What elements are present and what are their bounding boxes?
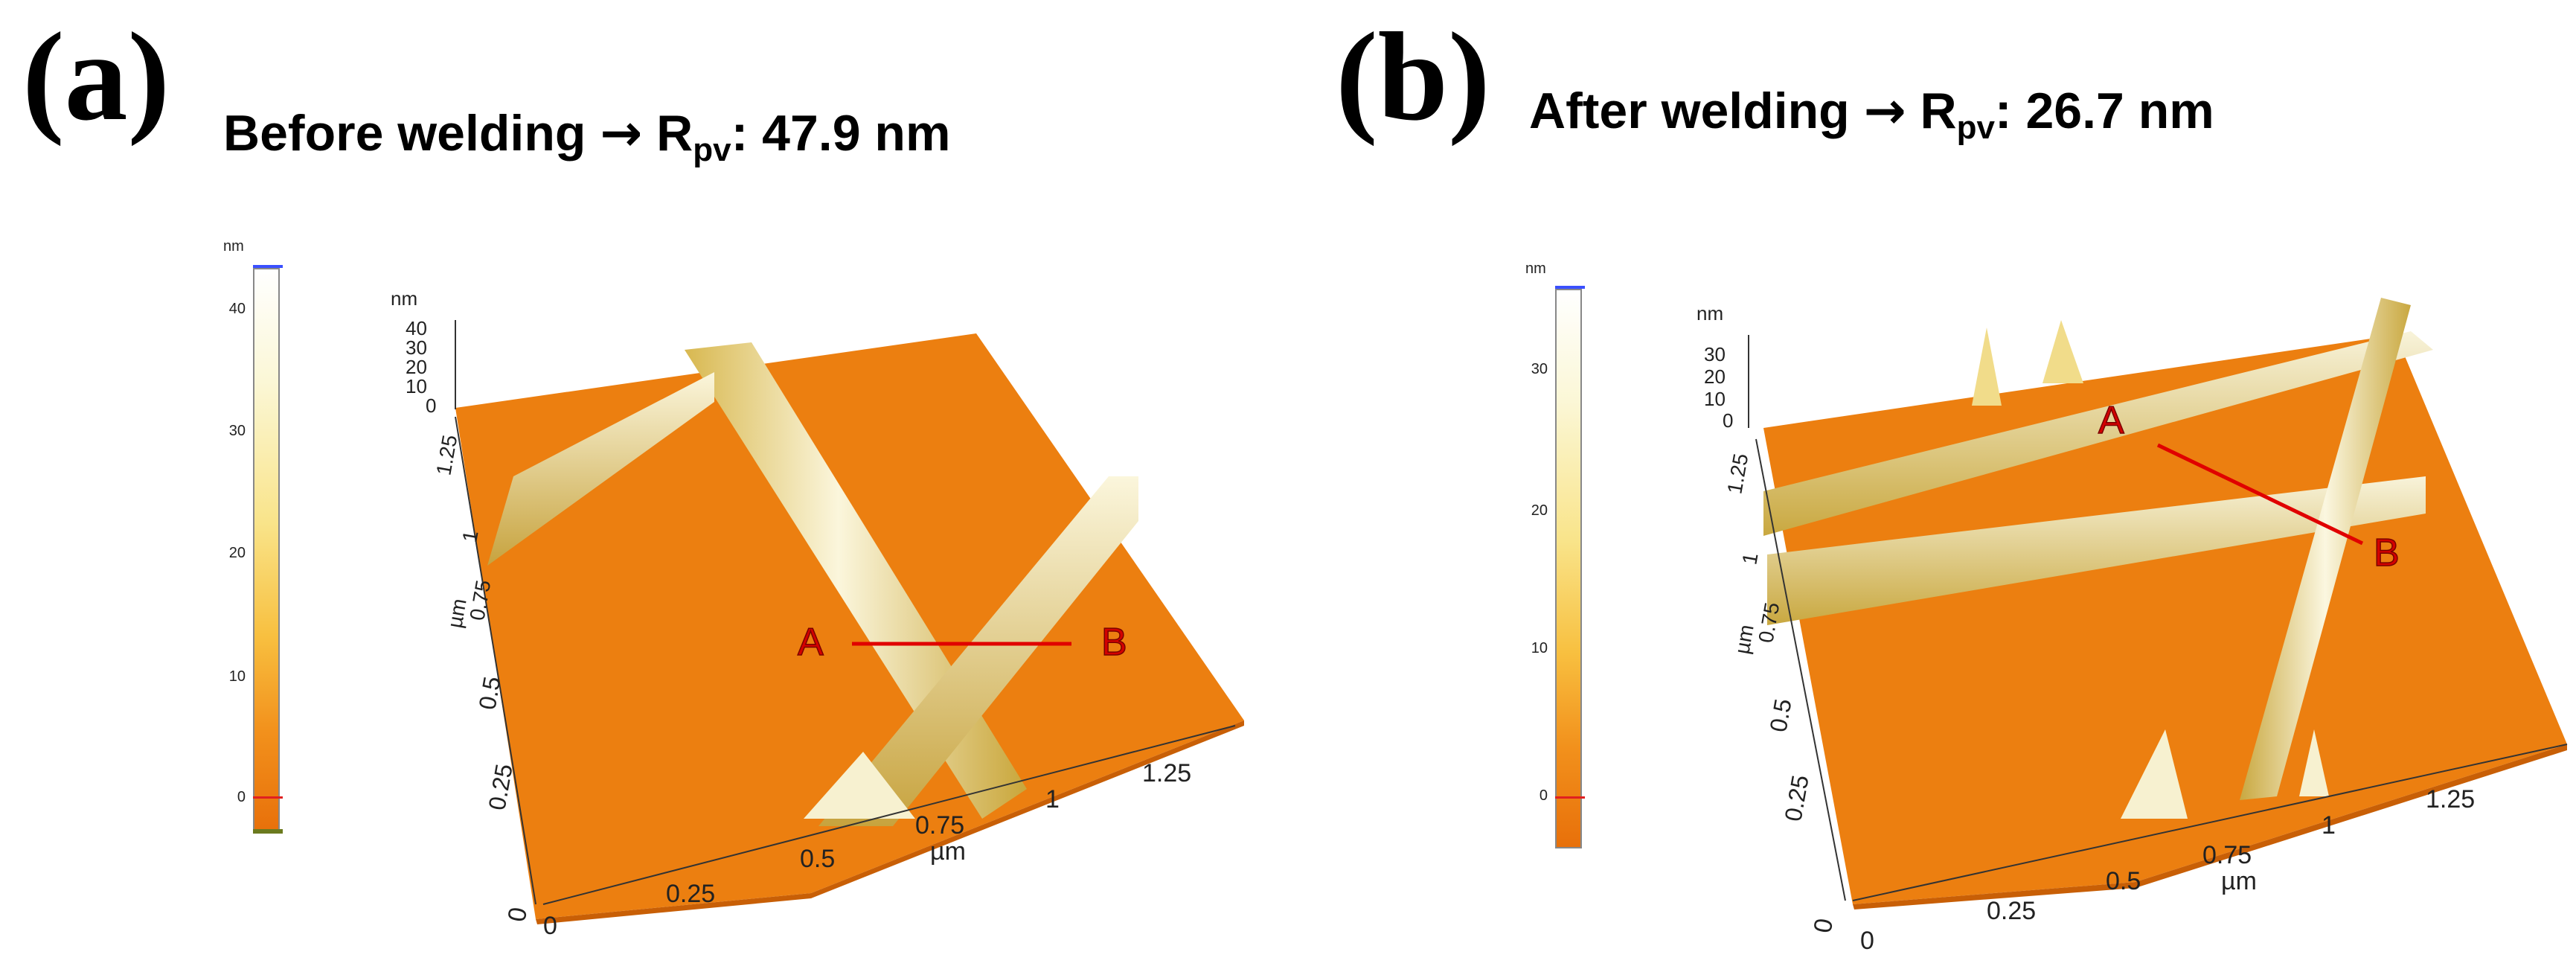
particle-peak: [2121, 729, 2188, 819]
z-axis-unit: nm: [391, 287, 417, 310]
particle-peak: [1972, 327, 2002, 406]
wire-peak: [804, 752, 915, 819]
afm-3d-plot-b: A B nm 30 20 10 0 1.25 1 µm 0.75 0.5 0.2…: [1696, 298, 2568, 955]
z-axis-tick: 0: [1723, 409, 1733, 432]
panel-b-label: (b): [1336, 7, 1490, 147]
particle-peak: [2042, 320, 2083, 383]
nanowire-3: [818, 476, 1138, 826]
colorbar-gradient: [1555, 289, 1582, 848]
colorbar-unit: nm: [1525, 260, 1546, 277]
title-value: : 26.7 nm: [1994, 83, 2214, 139]
x-axis-tick: 0.75: [915, 811, 964, 840]
title-subscript: pv: [1956, 109, 1995, 146]
colorbar-tick: 20: [1531, 502, 1548, 519]
afm-3d-plot-a: A B nm 40 30 20 10 0 1.25 1 µm 0.75 0.5 …: [391, 287, 1244, 940]
x-axis-tick: 0.5: [800, 845, 835, 873]
colorbar-tick: 10: [228, 668, 246, 685]
marker-b: B: [2374, 531, 2400, 575]
arrow-icon: →: [1863, 82, 1906, 141]
z-axis-tick: 30: [406, 336, 427, 359]
z-axis-tick: 0: [426, 394, 436, 417]
title-r: R: [1906, 83, 1957, 139]
nanowire-2: [487, 372, 714, 566]
z-axis-tick: 30: [1704, 343, 1726, 365]
title-text: Before welding: [223, 105, 600, 162]
profile-line-ab: [2156, 443, 2364, 546]
colorbar-zero-marker: [1555, 796, 1585, 799]
y-axis-tick: 0.75: [1754, 601, 1784, 645]
panel-b-title: After welding → Rpv: 26.7 nm: [1529, 82, 2214, 147]
title-r: R: [642, 105, 693, 162]
x-axis-tick: 0: [1860, 927, 1874, 955]
y-axis-tick: 1: [458, 528, 482, 544]
y-axis: [455, 416, 536, 905]
x-axis-tick: 0.75: [2202, 841, 2252, 869]
y-axis-unit: µm: [1730, 623, 1758, 656]
sample-surface: [455, 333, 1244, 919]
colorbar-a: nm 40 30 20 10 0: [223, 238, 283, 834]
colorbar-tick: 0: [237, 789, 246, 805]
panel-a: (a) Before welding → Rpv: 47.9 nm nm 40 …: [22, 7, 1244, 940]
panel-a-title: Before welding → Rpv: 47.9 nm: [223, 104, 950, 169]
colorbar-min-marker: [253, 829, 283, 834]
x-axis-tick: 1.25: [2426, 785, 2475, 813]
x-axis-unit: µm: [2221, 867, 2257, 895]
nanowire-3: [2240, 298, 2411, 800]
y-axis-tick: 0.25: [1779, 773, 1813, 824]
z-axis-tick: 20: [1704, 365, 1726, 388]
y-axis-tick: 0.25: [483, 762, 517, 813]
colorbar-tick: 10: [1531, 640, 1548, 656]
y-axis: [1755, 438, 1846, 901]
y-axis-tick: 0.5: [1764, 697, 1796, 734]
nanowire-2: [1767, 476, 2426, 625]
title-text: After welding: [1529, 83, 1864, 139]
colorbar-unit: nm: [223, 238, 244, 255]
x-axis-tick: 0.5: [2106, 867, 2141, 895]
y-axis-tick: 1.25: [432, 433, 461, 477]
y-axis-tick: 0: [1808, 916, 1839, 935]
marker-a: A: [798, 621, 824, 664]
panel-b: (b) After welding → Rpv: 26.7 nm nm 30 2…: [1310, 0, 2576, 975]
y-axis-tick: 0.5: [473, 674, 505, 712]
colorbar-tick: 30: [1531, 361, 1548, 377]
marker-a: A: [2098, 399, 2124, 442]
x-axis-tick: 0.25: [1987, 897, 2036, 925]
particle-peak: [2299, 729, 2329, 796]
x-axis: [542, 725, 1236, 905]
title-value: : 47.9 nm: [731, 105, 951, 162]
z-axis-tick: 40: [406, 317, 427, 339]
x-axis-tick: 1: [2322, 811, 2336, 840]
x-axis: [1852, 744, 2568, 901]
x-axis-tick: 0: [543, 912, 557, 940]
y-axis-tick: 0: [502, 905, 533, 924]
nanowire-1: [1763, 331, 2433, 536]
colorbar-gradient: [253, 268, 280, 834]
panel-a-label: (a): [22, 7, 170, 147]
z-axis-tick: 10: [406, 375, 427, 397]
x-axis-unit: µm: [930, 837, 966, 866]
colorbar-tick: 20: [228, 545, 246, 561]
colorbar-max-marker: [253, 265, 283, 268]
colorbar-max-marker: [1555, 286, 1585, 289]
y-axis-unit: µm: [443, 597, 470, 630]
x-axis-tick: 1.25: [1142, 759, 1191, 787]
arrow-icon: →: [600, 104, 643, 163]
title-subscript: pv: [693, 132, 731, 168]
colorbar-tick: 0: [1539, 787, 1548, 804]
z-axis-tick: 10: [1704, 388, 1726, 410]
x-axis-tick: 0.25: [666, 880, 715, 908]
x-axis-tick: 1: [1045, 785, 1060, 813]
colorbar-tick: 40: [228, 301, 246, 317]
marker-b: B: [1101, 621, 1127, 664]
z-axis-unit: nm: [1696, 302, 1723, 325]
colorbar-b: nm 30 20 10 0: [1525, 260, 1585, 848]
y-axis-tick: 1: [1737, 551, 1762, 566]
z-axis-tick: 20: [406, 356, 427, 378]
colorbar-tick: 30: [228, 423, 246, 439]
y-axis-tick: 1.25: [1723, 452, 1752, 496]
colorbar-zero-marker: [253, 796, 283, 799]
